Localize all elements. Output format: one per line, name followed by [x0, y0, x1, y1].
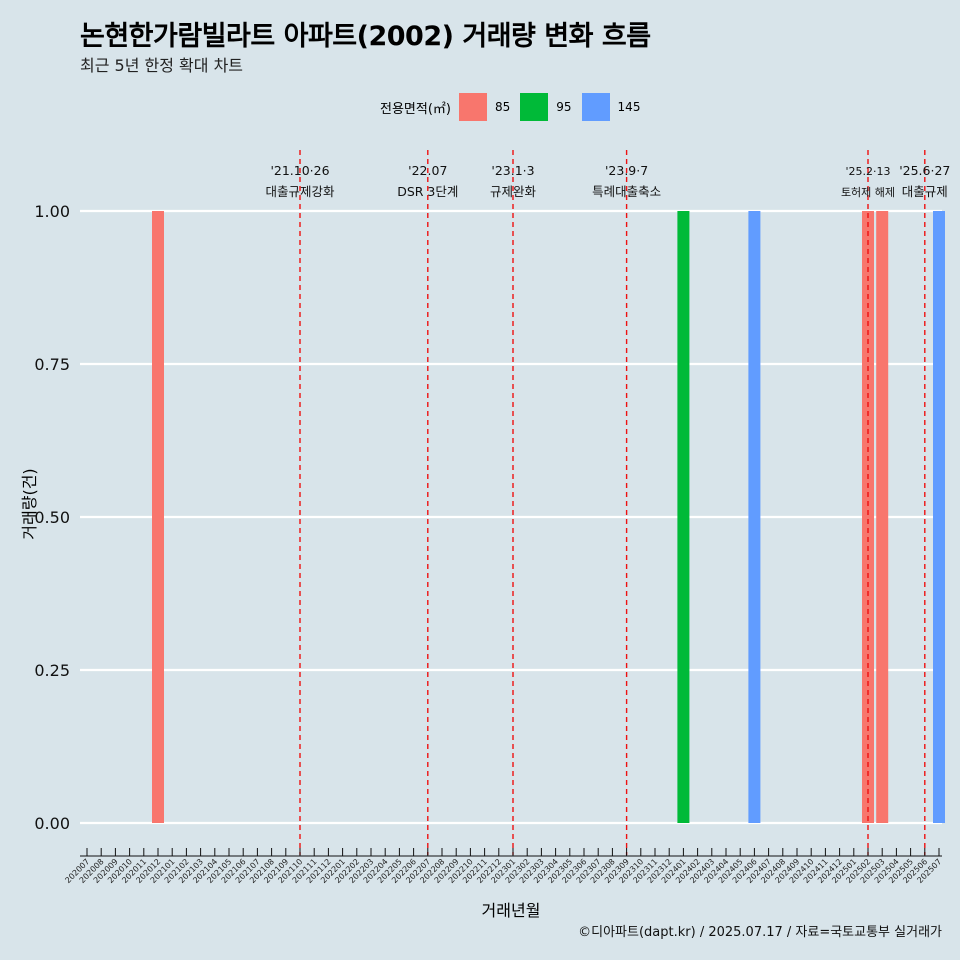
chart-title: 논현한가람빌라트 아파트(2002) 거래량 변화 흐름 — [80, 21, 651, 52]
legend: 전용면적(㎡) 85 95 145 — [380, 92, 650, 122]
annotation-date: '23.9·7 — [605, 163, 648, 178]
legend-item-145: 145 — [581, 93, 641, 121]
annotation-label: 특례대출축소 — [592, 184, 661, 199]
y-tick-label: 0.00 — [34, 814, 70, 833]
y-tick-label: 0.25 — [34, 661, 70, 680]
legend-label: 85 — [494, 100, 511, 114]
x-axis-label: 거래년월 — [481, 901, 541, 920]
y-tick-label: 1.00 — [34, 202, 70, 221]
legend-label: 95 — [556, 100, 572, 114]
annotation-label: 규제완화 — [490, 184, 537, 199]
annotation-date: '25.2·13 — [845, 165, 890, 178]
bar — [748, 211, 761, 823]
y-tick-label: 0.75 — [34, 355, 70, 374]
legend-item-85: 85 — [458, 93, 511, 121]
bar — [933, 211, 945, 823]
annotation-label: 대출규제 — [902, 184, 948, 199]
annotation-date: '22.07 — [408, 163, 447, 178]
y-axis-label: 거래량(건) — [20, 468, 39, 540]
y-tick-label: 0.50 — [34, 508, 70, 527]
legend-swatch — [520, 93, 549, 121]
bar — [862, 211, 874, 823]
annotation-date: '21.10·26 — [270, 163, 329, 178]
legend-swatch — [458, 93, 487, 121]
source-caption: ©디아파트(dapt.kr) / 2025.07.17 / 자료=국토교통부 실… — [578, 925, 942, 940]
legend-title: 전용면적(㎡) — [380, 101, 451, 117]
legend-swatch — [581, 93, 610, 121]
annotation-label: 토허제 해제 — [841, 185, 895, 199]
annotation-date: '23.1·3 — [491, 163, 534, 178]
bar — [677, 211, 690, 823]
legend-item-95: 95 — [520, 93, 572, 121]
chart-subtitle: 최근 5년 한정 확대 차트 — [80, 56, 244, 75]
bar — [876, 211, 889, 823]
bar — [152, 211, 164, 823]
legend-label: 145 — [617, 100, 641, 114]
annotation-date: '25.6·27 — [899, 163, 950, 178]
annotation-label: 대출규제강화 — [265, 184, 335, 199]
annotation-label: DSR 3단계 — [397, 184, 458, 199]
